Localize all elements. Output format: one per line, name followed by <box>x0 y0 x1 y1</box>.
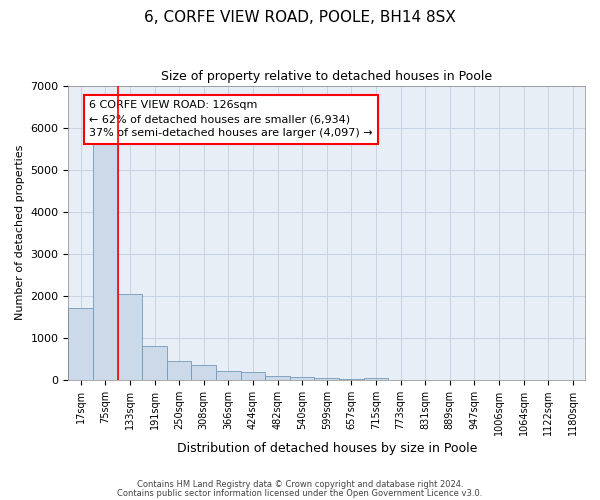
Bar <box>167 361 191 380</box>
X-axis label: Distribution of detached houses by size in Poole: Distribution of detached houses by size … <box>176 442 477 455</box>
Y-axis label: Number of detached properties: Number of detached properties <box>15 145 25 320</box>
Bar <box>241 372 265 380</box>
Bar <box>118 294 142 380</box>
Bar <box>314 378 339 380</box>
Text: Contains public sector information licensed under the Open Government Licence v3: Contains public sector information licen… <box>118 488 482 498</box>
Bar <box>142 346 167 380</box>
Text: Contains HM Land Registry data © Crown copyright and database right 2024.: Contains HM Land Registry data © Crown c… <box>137 480 463 489</box>
Bar <box>191 365 216 380</box>
Bar <box>68 308 93 380</box>
Text: 6 CORFE VIEW ROAD: 126sqm
← 62% of detached houses are smaller (6,934)
37% of se: 6 CORFE VIEW ROAD: 126sqm ← 62% of detac… <box>89 100 373 138</box>
Bar <box>290 378 314 380</box>
Text: 6, CORFE VIEW ROAD, POOLE, BH14 8SX: 6, CORFE VIEW ROAD, POOLE, BH14 8SX <box>144 10 456 25</box>
Title: Size of property relative to detached houses in Poole: Size of property relative to detached ho… <box>161 70 492 83</box>
Bar <box>216 372 241 380</box>
Bar <box>339 378 364 380</box>
Bar <box>265 376 290 380</box>
Bar <box>93 136 118 380</box>
Bar <box>364 378 388 380</box>
